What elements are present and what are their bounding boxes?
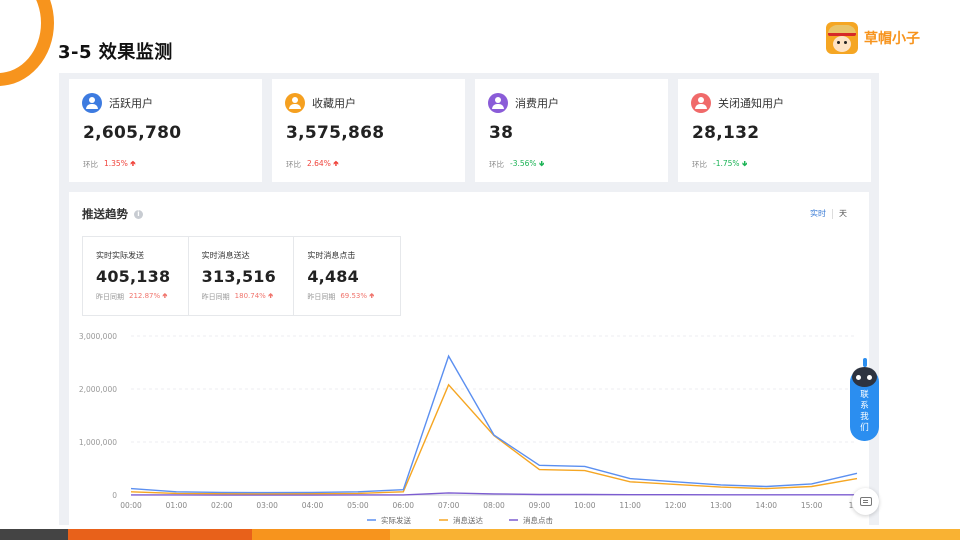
- compare-label: 环比: [489, 160, 504, 169]
- toggle-day[interactable]: 天: [839, 209, 847, 218]
- x-tick-label: 04:00: [302, 501, 324, 510]
- contact-antenna: [863, 358, 867, 367]
- user-icon: [82, 93, 102, 113]
- legend-label: 实际发送: [381, 515, 411, 525]
- bottom-bar-segment: [68, 529, 252, 540]
- compare-label: 环比: [692, 160, 707, 169]
- stat-label: 实时消息送达: [201, 251, 250, 260]
- series-line: [130, 383, 858, 495]
- chat-icon: [859, 497, 872, 506]
- bottom-bar-segment: [390, 529, 960, 540]
- arrow-up-icon: 🢁: [130, 159, 136, 168]
- x-tick-label: 08:00: [483, 501, 505, 510]
- kpi-label: 消费用户: [515, 97, 559, 110]
- kpi-label: 收藏用户: [312, 97, 356, 110]
- arrow-down-icon: 🢃: [741, 159, 748, 168]
- kpi-compare: 环比 -3.56% 🢃: [489, 158, 544, 171]
- compare-value: 1.35% 🢁: [104, 159, 136, 168]
- push-trend-panel: 推送趋势 i 实时 天 实时实际发送 405,138 昨日同期 212.87% …: [69, 192, 869, 525]
- realtime-stat-clicked: 实时消息点击 4,484 昨日同期 69.53% 🢁: [294, 237, 400, 315]
- chat-button[interactable]: [852, 488, 879, 515]
- user-icon: [691, 93, 711, 113]
- series-line: [131, 492, 857, 496]
- kpi-value: 2,605,780: [83, 123, 182, 143]
- legend-label: 消息送达: [453, 515, 483, 525]
- kpi-value: 28,132: [692, 123, 760, 143]
- push-trend-chart: 3,000,000 2,000,000 1,000,000 000:00 01:00 02…: [79, 332, 866, 525]
- stat-compare: 昨日同期 69.53% 🢁: [307, 292, 375, 301]
- x-tick-label: 14:00: [755, 501, 777, 510]
- arrow-up-icon: 🢁: [333, 159, 339, 168]
- x-tick-label: 12:00: [665, 501, 687, 510]
- compare-label: 环比: [83, 160, 98, 169]
- kpi-card-favorite-users: 收藏用户 3,575,868 环比 2.64% 🢁: [272, 79, 465, 182]
- info-icon[interactable]: i: [134, 209, 143, 219]
- y-tick-label: 0: [112, 491, 117, 500]
- x-tick-label: 11:00: [619, 501, 641, 510]
- compare-value: 2.64% 🢁: [307, 159, 339, 168]
- x-tick-label: 03:00: [256, 501, 278, 510]
- kpi-card-paying-users: 消费用户 38 环比 -3.56% 🢃: [475, 79, 668, 182]
- time-toggle: 实时 天: [810, 208, 847, 219]
- kpi-compare: 环比 1.35% 🢁: [83, 158, 136, 171]
- robot-head-icon: [852, 367, 877, 387]
- slide-title: 3-5 效果监测: [58, 42, 173, 63]
- compare-value: -3.56% 🢃: [510, 159, 545, 168]
- stat-value: 313,516: [201, 267, 276, 286]
- kpi-card-notification-off-users: 关闭通知用户 28,132 环比 -1.75% 🢃: [678, 79, 871, 182]
- user-icon: [488, 93, 508, 113]
- dashboard: 活跃用户 2,605,780 环比 1.35% 🢁 收藏用户 3,575,868…: [59, 73, 879, 525]
- x-tick-label: 06:00: [392, 501, 414, 510]
- kpi-label: 关闭通知用户: [718, 97, 784, 110]
- x-tick-label: 13:00: [710, 501, 732, 510]
- arrow-up-icon: 🢁: [369, 292, 375, 300]
- stat-compare: 昨日同期 180.74% 🢁: [201, 292, 274, 301]
- compare-label: 环比: [286, 160, 301, 169]
- x-tick-label: 15:00: [801, 501, 823, 510]
- straw-hat-logo-icon: [826, 22, 858, 54]
- realtime-stat-sent: 实时实际发送 405,138 昨日同期 212.87% 🢁: [83, 237, 189, 315]
- x-tick-label: 07:00: [438, 501, 460, 510]
- brand-name: 草帽小子: [864, 31, 920, 47]
- y-tick-label: 1,000,000: [79, 438, 117, 447]
- legend-label: 消息点击: [523, 515, 553, 525]
- bottom-bar-segment: [252, 529, 390, 540]
- x-tick-label: 09:00: [529, 501, 551, 510]
- y-tick-label: 2,000,000: [79, 385, 117, 394]
- stat-compare: 昨日同期 212.87% 🢁: [96, 292, 168, 301]
- brand: 草帽小子: [826, 22, 920, 54]
- x-tick-label: 10:00: [574, 501, 596, 510]
- bottom-bar-segment: [0, 529, 68, 540]
- realtime-stats: 实时实际发送 405,138 昨日同期 212.87% 🢁 实时消息送达 313…: [82, 236, 401, 316]
- realtime-stat-delivered: 实时消息送达 313,516 昨日同期 180.74% 🢁: [189, 237, 295, 315]
- toggle-realtime[interactable]: 实时: [810, 209, 826, 218]
- series-line: [130, 354, 858, 494]
- stat-label: 实时实际发送: [96, 251, 144, 260]
- x-tick-label: 01:00: [166, 501, 188, 510]
- kpi-label: 活跃用户: [109, 97, 153, 110]
- stat-value: 405,138: [96, 267, 171, 286]
- x-tick-label: 00:00: [120, 501, 142, 510]
- trend-title: 推送趋势 i: [82, 206, 143, 222]
- arrow-up-icon: 🢁: [268, 292, 274, 300]
- x-tick-label: 05:00: [347, 501, 369, 510]
- x-tick-label: 02:00: [211, 501, 233, 510]
- arrow-down-icon: 🢃: [538, 159, 545, 168]
- arrow-up-icon: 🢁: [162, 292, 168, 300]
- kpi-card-active-users: 活跃用户 2,605,780 环比 1.35% 🢁: [69, 79, 262, 182]
- compare-value: -1.75% 🢃: [713, 159, 748, 168]
- user-icon: [285, 93, 305, 113]
- kpi-value: 3,575,868: [286, 123, 385, 143]
- kpi-compare: 环比 2.64% 🢁: [286, 158, 339, 171]
- kpi-compare: 环比 -1.75% 🢃: [692, 158, 747, 171]
- stat-label: 实时消息点击: [307, 251, 356, 260]
- trend-title-text: 推送趋势: [82, 207, 128, 221]
- decorative-ring: [0, 0, 54, 86]
- stat-value: 4,484: [307, 267, 359, 286]
- kpi-value: 38: [489, 123, 514, 143]
- y-tick-label: 3,000,000: [79, 332, 117, 341]
